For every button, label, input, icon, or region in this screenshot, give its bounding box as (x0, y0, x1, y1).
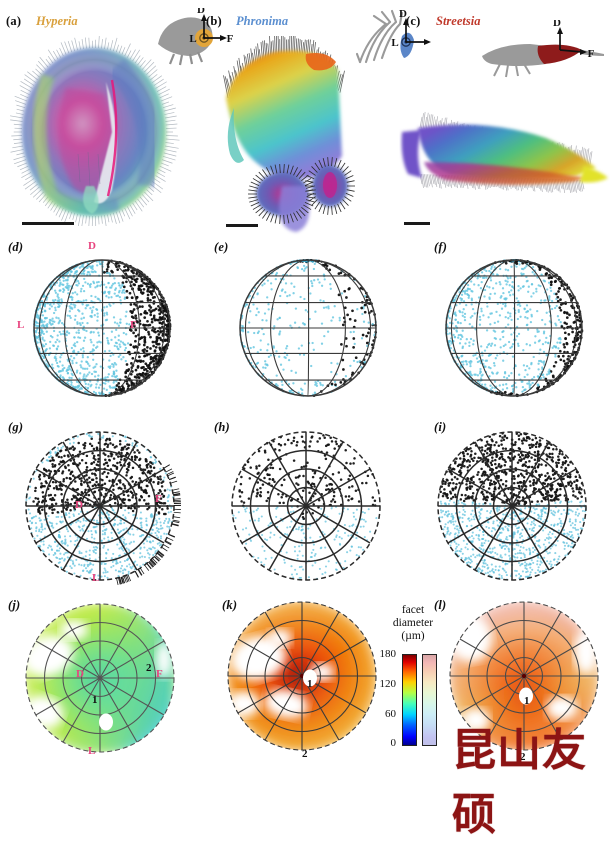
heatmap-k-marker-two: 2 (302, 748, 308, 760)
genus-name-hyperia: Hyperia (36, 14, 78, 29)
polar-g-frontal-label: F (155, 493, 162, 505)
colorbar-tick-0: 0 (370, 737, 396, 749)
heatmap-l-marker-one: 1 (524, 695, 530, 707)
heatmap-hyperia (14, 600, 186, 762)
gizmo-c-dorsal-label: D (553, 20, 561, 29)
figure-canvas: (a) Hyperia (0, 0, 610, 765)
sphere-projection-hyperia (12, 244, 194, 410)
colorbar-tick-180: 180 (370, 648, 396, 660)
colorbar-tick-60: 60 (370, 708, 396, 720)
panel-label-a: (a) (6, 14, 21, 29)
scale-bar-a (22, 222, 74, 225)
panel-label-b: (b) (206, 14, 222, 29)
orientation-gizmo-b: D L (356, 8, 434, 68)
colorbar-tick-120: 120 (370, 678, 396, 690)
scale-bar-c (404, 222, 430, 225)
heatmap-j-marker-two: 2 (146, 662, 152, 674)
orientation-gizmo-c: D F (478, 20, 608, 82)
sphere-projection-phronima (218, 244, 400, 410)
watermark-text: 昆山友硕 (452, 714, 610, 842)
gizmo-a-lateral-label: L (189, 33, 196, 45)
heatmap-j-dorsal-label: D (76, 668, 84, 680)
heatmap-k-marker-one: 1 (307, 678, 313, 690)
colorbar-title-line3: (µm) (370, 630, 456, 643)
panel-label-c: (c) (406, 14, 420, 29)
sphere-projection-streetsia (424, 244, 606, 410)
sphere-d-frontal-label: F (130, 319, 137, 331)
heatmap-j-frontal-label: F (156, 668, 163, 680)
polar-projection-hyperia (14, 424, 186, 592)
polar-projection-phronima (220, 424, 392, 592)
heatmap-j-lateral-label: L (88, 745, 95, 757)
heatmap-j-marker-one: 1 (92, 694, 98, 706)
colorbar-title-line1: facet (370, 604, 456, 617)
colorbar-saturated (402, 654, 417, 746)
colorbar-title-line2: diameter (370, 617, 456, 630)
polar-g-lateral-label: L (92, 572, 99, 584)
panel-letter-a: (a) (6, 14, 21, 28)
gizmo-c-frontal-label: F (588, 48, 595, 60)
sphere-d-dorsal-label: D (88, 240, 96, 252)
scale-bar-b (226, 224, 258, 227)
panel-letter-c: (c) (406, 14, 420, 28)
sphere-d-lateral-label: L (17, 319, 24, 331)
polar-projection-streetsia (426, 424, 598, 592)
gizmo-b-lateral-label: L (391, 37, 398, 49)
gizmo-a-dorsal-label: D (197, 8, 205, 16)
genus-name-streetsia: Streetsia (436, 14, 480, 29)
render-phronima-eye (210, 36, 370, 236)
polar-g-dorsal-label: D (75, 499, 83, 511)
colorbar-desaturated (422, 654, 437, 746)
render-streetsia-eye (396, 104, 610, 230)
genus-name-phronima: Phronima (236, 14, 288, 29)
panel-letter-b: (b) (206, 14, 222, 28)
